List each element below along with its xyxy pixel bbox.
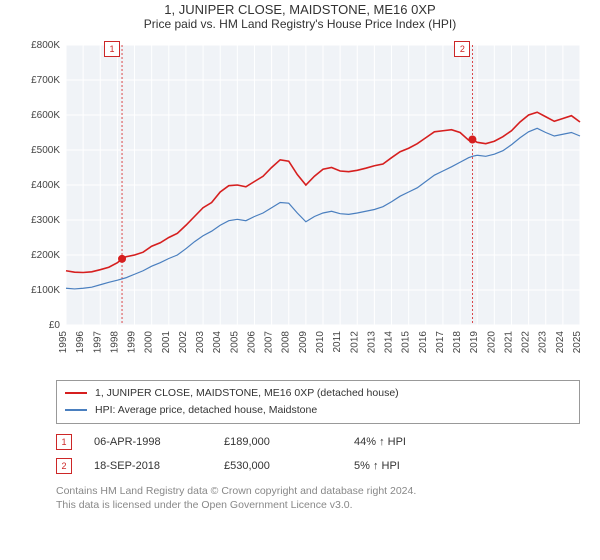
event-marker: 2 bbox=[56, 458, 72, 474]
price-chart: £0 £100K £200K £300K £400K £500K £600K £700K £80… bbox=[10, 35, 590, 365]
event-date: 06-APR-1998 bbox=[94, 436, 224, 448]
svg-text:1998: 1998 bbox=[109, 331, 120, 354]
sale-marker-label: 2 bbox=[454, 41, 470, 57]
svg-text:2009: 2009 bbox=[298, 331, 309, 354]
svg-text:2010: 2010 bbox=[315, 331, 326, 354]
event-marker: 1 bbox=[56, 434, 72, 450]
svg-text:2002: 2002 bbox=[178, 331, 189, 354]
legend-text: HPI: Average price, detached house, Maid… bbox=[95, 402, 317, 419]
legend: 1, JUNIPER CLOSE, MAIDSTONE, ME16 0XP (d… bbox=[56, 380, 580, 424]
svg-text:2017: 2017 bbox=[435, 331, 446, 354]
svg-text:£700K: £700K bbox=[31, 75, 60, 86]
svg-text:2018: 2018 bbox=[452, 331, 463, 354]
svg-text:2011: 2011 bbox=[332, 331, 343, 353]
svg-text:2020: 2020 bbox=[486, 331, 497, 354]
event-pct: 44% ↑ HPI bbox=[354, 436, 444, 448]
page-subtitle: Price paid vs. HM Land Registry's House … bbox=[0, 17, 600, 35]
page-title: 1, JUNIPER CLOSE, MAIDSTONE, ME16 0XP bbox=[0, 0, 600, 17]
svg-text:2005: 2005 bbox=[229, 331, 240, 354]
svg-text:£400K: £400K bbox=[31, 180, 60, 191]
svg-text:2012: 2012 bbox=[349, 331, 360, 354]
svg-text:£500K: £500K bbox=[31, 145, 60, 156]
svg-text:2019: 2019 bbox=[469, 331, 480, 354]
chart-area: £0 £100K £200K £300K £400K £500K £600K £700K £80… bbox=[0, 35, 600, 370]
svg-text:£100K: £100K bbox=[31, 285, 60, 296]
svg-text:2006: 2006 bbox=[246, 331, 257, 354]
svg-text:2021: 2021 bbox=[503, 331, 514, 354]
svg-text:2001: 2001 bbox=[161, 331, 172, 354]
svg-text:1997: 1997 bbox=[92, 331, 103, 354]
event-row: 1 06-APR-1998£189,00044% ↑ HPI bbox=[56, 430, 580, 454]
svg-text:£800K: £800K bbox=[31, 40, 60, 51]
svg-text:£200K: £200K bbox=[31, 250, 60, 261]
legend-row: 1, JUNIPER CLOSE, MAIDSTONE, ME16 0XP (d… bbox=[65, 385, 571, 402]
legend-row: HPI: Average price, detached house, Maid… bbox=[65, 402, 571, 419]
svg-text:2004: 2004 bbox=[212, 331, 223, 354]
footer-line2: This data is licensed under the Open Gov… bbox=[56, 498, 580, 512]
svg-text:£0: £0 bbox=[49, 320, 61, 331]
sale-events: 1 06-APR-1998£189,00044% ↑ HPI 2 18-SEP-201… bbox=[56, 430, 580, 478]
legend-swatch bbox=[65, 409, 87, 411]
svg-text:2023: 2023 bbox=[538, 331, 549, 354]
event-date: 18-SEP-2018 bbox=[94, 460, 224, 472]
legend-text: 1, JUNIPER CLOSE, MAIDSTONE, ME16 0XP (d… bbox=[95, 385, 399, 402]
footer-line1: Contains HM Land Registry data © Crown c… bbox=[56, 484, 580, 498]
svg-text:1996: 1996 bbox=[75, 331, 86, 354]
legend-swatch bbox=[65, 392, 87, 394]
svg-text:2008: 2008 bbox=[281, 331, 292, 354]
svg-text:2014: 2014 bbox=[384, 331, 395, 354]
event-pct: 5% ↑ HPI bbox=[354, 460, 444, 472]
svg-text:2003: 2003 bbox=[195, 331, 206, 354]
svg-text:1999: 1999 bbox=[127, 331, 138, 354]
svg-text:2007: 2007 bbox=[264, 331, 275, 354]
sale-marker-label: 1 bbox=[104, 41, 120, 57]
svg-text:1995: 1995 bbox=[58, 331, 69, 354]
footer-attribution: Contains HM Land Registry data © Crown c… bbox=[56, 484, 580, 512]
svg-text:£300K: £300K bbox=[31, 215, 60, 226]
svg-text:2013: 2013 bbox=[366, 331, 377, 354]
svg-text:2000: 2000 bbox=[144, 331, 155, 354]
event-price: £530,000 bbox=[224, 460, 354, 472]
svg-text:£600K: £600K bbox=[31, 110, 60, 121]
svg-text:2016: 2016 bbox=[418, 331, 429, 354]
svg-text:2022: 2022 bbox=[521, 331, 532, 354]
svg-text:2025: 2025 bbox=[572, 331, 583, 354]
event-price: £189,000 bbox=[224, 436, 354, 448]
event-row: 2 18-SEP-2018£530,0005% ↑ HPI bbox=[56, 454, 580, 478]
svg-text:2024: 2024 bbox=[555, 331, 566, 354]
svg-text:2015: 2015 bbox=[401, 331, 412, 354]
